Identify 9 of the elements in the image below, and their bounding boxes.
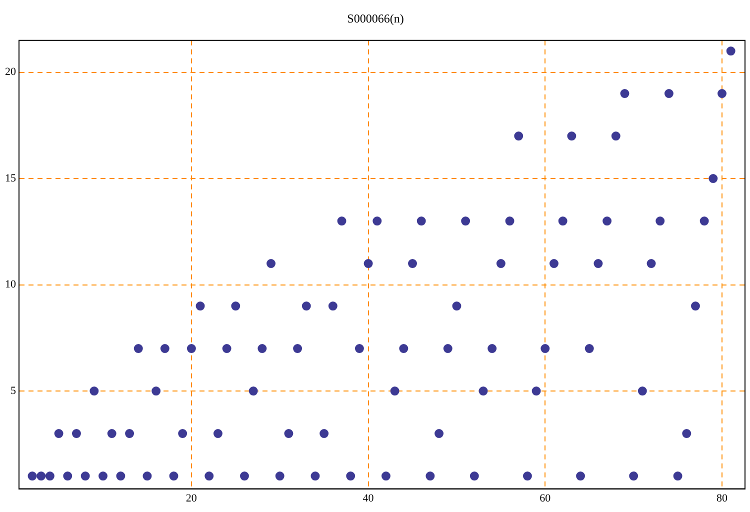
x-tick-label: 20 <box>186 492 198 504</box>
y-tick-label: 15 <box>5 172 16 184</box>
x-tick-label: 60 <box>540 492 552 504</box>
chart-title: S000066(n) <box>347 11 404 26</box>
x-tick-label: 40 <box>362 492 374 504</box>
y-tick-label: 10 <box>5 278 16 291</box>
x-tick-label: 80 <box>716 492 728 504</box>
y-tick-label: 5 <box>10 384 16 397</box>
y-tick-label: 20 <box>5 66 16 78</box>
